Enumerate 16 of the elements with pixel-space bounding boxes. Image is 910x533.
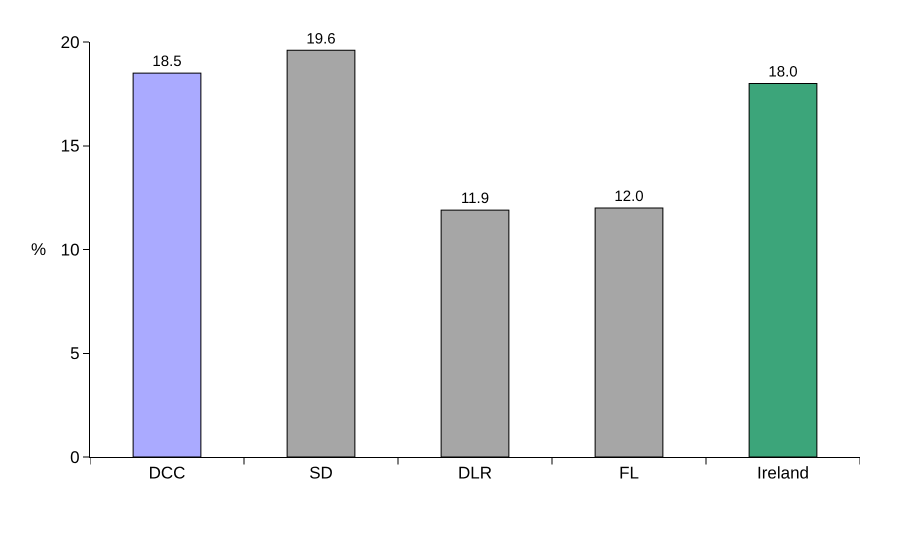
- x-tick-label: DCC: [148, 463, 186, 482]
- data-label: 11.9: [460, 190, 490, 208]
- y-tick-label: 10: [60, 240, 80, 260]
- x-tick-label: Ireland: [757, 463, 809, 482]
- data-label: 18.5: [152, 53, 182, 70]
- y-tick-label: 0: [70, 448, 80, 467]
- x-tick-label: FL: [619, 463, 639, 482]
- y-axis-title: %: [31, 240, 46, 259]
- y-tick-label: 5: [70, 344, 80, 364]
- data-label: 19.6: [306, 30, 336, 48]
- x-tick-label: DLR: [458, 463, 492, 482]
- y-tick-label: 20: [60, 32, 80, 52]
- data-label: 18.0: [768, 64, 798, 80]
- x-tick-label: SD: [309, 463, 333, 482]
- y-tick-label: 15: [60, 136, 80, 156]
- data-label: 12.0: [614, 188, 644, 205]
